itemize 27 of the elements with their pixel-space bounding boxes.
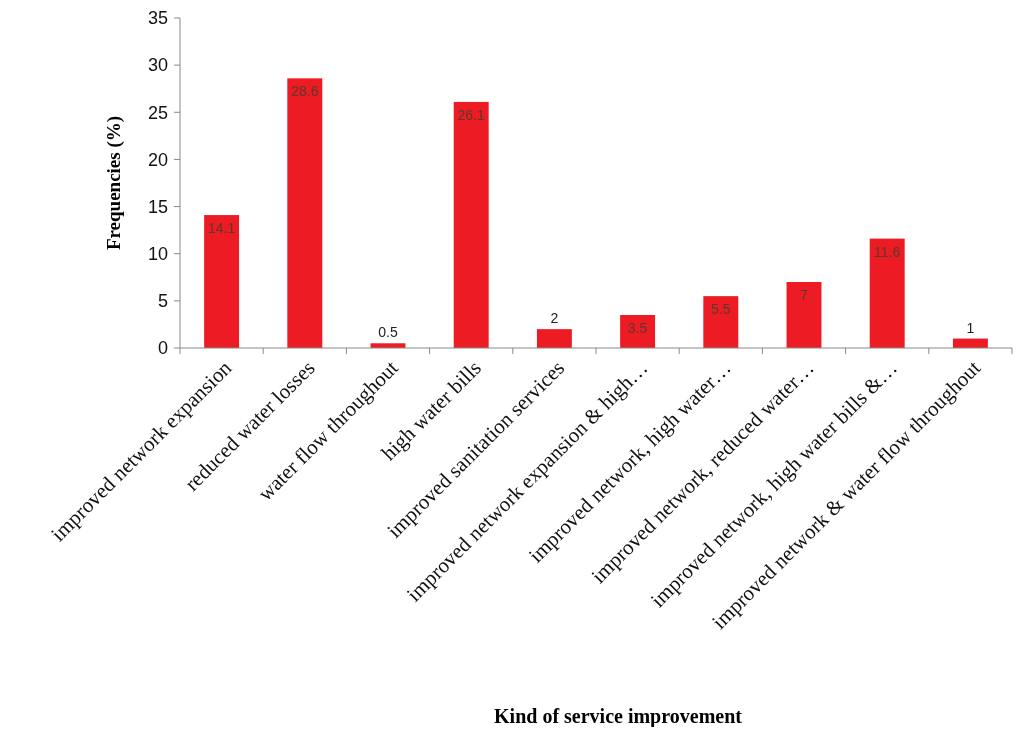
data-label: 1 [966,319,975,336]
y-tick-label: 5 [157,291,168,312]
data-label: 14.1 [207,220,236,237]
data-label: 0.5 [378,324,398,341]
y-tick-label: 25 [147,102,168,123]
x-axis-title: Kind of service improvement [494,705,743,728]
data-label: 5.5 [711,301,731,318]
data-label: 26.1 [457,106,486,123]
y-tick-label: 35 [147,8,168,29]
y-tick-label: 20 [147,149,168,170]
y-tick-label: 30 [147,55,168,76]
bar [287,78,323,348]
data-label: 2 [550,310,559,327]
data-label: 7 [800,287,809,303]
bar [536,329,572,348]
data-label: 11.6 [874,243,901,260]
bar [786,282,822,348]
bar [453,101,489,348]
bar [869,238,905,348]
y-axis-title: Frequencies (%) [103,115,125,251]
data-label: 28.6 [291,83,319,100]
y-tick-label: 0 [157,338,168,359]
y-tick-label: 15 [147,196,168,217]
y-tick-label: 10 [147,244,168,265]
data-label: 3.5 [627,320,648,336]
bar [204,215,240,348]
bar [703,296,739,348]
